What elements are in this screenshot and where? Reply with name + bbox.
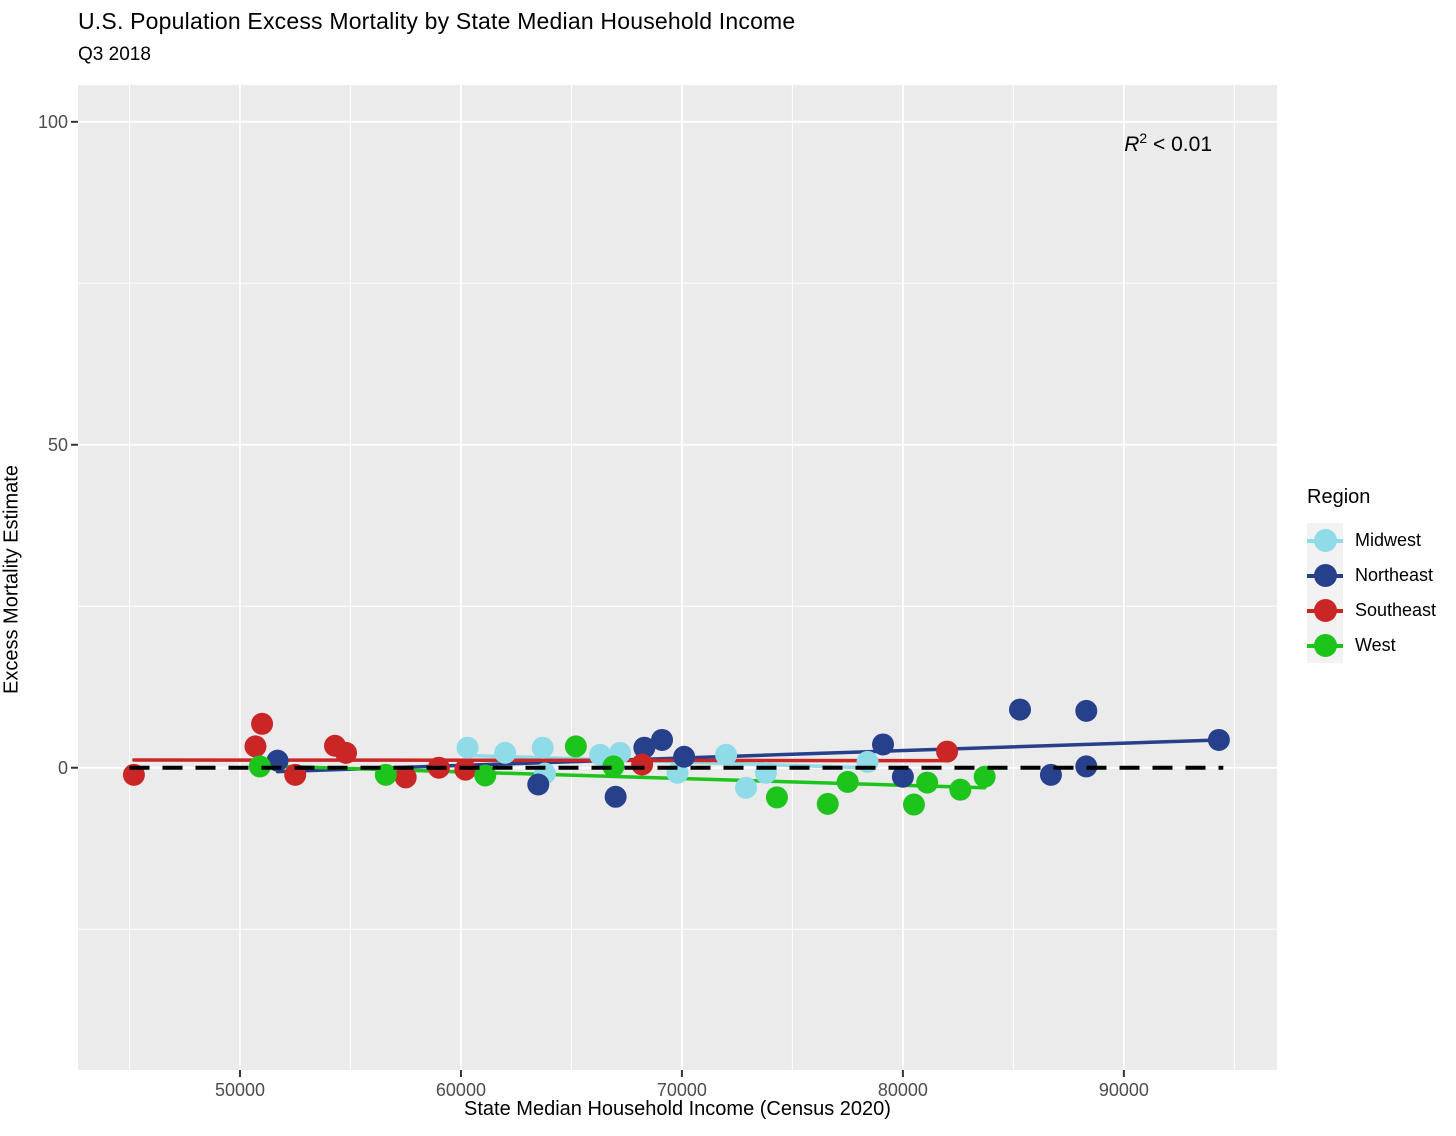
- data-point-northeast: [651, 728, 674, 751]
- data-point-northeast: [633, 736, 656, 759]
- data-point-west: [816, 792, 839, 815]
- data-point-northeast: [604, 785, 627, 808]
- legend-entries: Midwest Northeast Southeast West: [1307, 523, 1436, 663]
- data-points: [122, 698, 1230, 816]
- data-point-northeast: [527, 773, 550, 796]
- data-point-southeast: [936, 740, 959, 763]
- x-tick-label: 90000: [1098, 1080, 1149, 1100]
- data-point-west: [949, 778, 972, 801]
- data-point-west: [836, 770, 859, 793]
- legend: Region Midwest Northeast Southeast West: [1307, 486, 1436, 663]
- data-point-northeast: [872, 733, 895, 756]
- data-point-northeast: [891, 765, 914, 788]
- data-point-west: [248, 755, 271, 778]
- legend-key-dot: [1313, 529, 1337, 552]
- data-point-northeast: [1207, 728, 1230, 751]
- data-point-northeast: [1075, 699, 1098, 722]
- legend-key-icon: [1307, 523, 1343, 558]
- x-tick-label: 60000: [435, 1080, 486, 1100]
- legend-key-dot: [1313, 564, 1337, 587]
- x-tick-label: 70000: [656, 1080, 707, 1100]
- legend-key-dot: [1313, 599, 1337, 622]
- legend-key-icon: [1307, 593, 1343, 628]
- gridlines-minor: [78, 85, 1277, 1070]
- legend-entry-midwest: Midwest: [1307, 523, 1436, 558]
- data-point-midwest: [735, 776, 758, 799]
- legend-key-dot: [1313, 634, 1337, 657]
- legend-title: Region: [1307, 486, 1371, 508]
- x-tick-label: 80000: [877, 1080, 928, 1100]
- data-point-southeast: [394, 766, 417, 789]
- data-point-southeast: [244, 735, 267, 758]
- data-point-northeast: [673, 745, 696, 768]
- plot-panel: [78, 85, 1277, 1070]
- data-point-northeast: [1009, 698, 1032, 721]
- legend-entry-west: West: [1307, 628, 1436, 663]
- gridlines-major: [78, 85, 1277, 1070]
- data-point-southeast: [251, 712, 274, 735]
- r-squared-annotation: R2 < 0.01: [912, 130, 1212, 157]
- data-point-west: [474, 764, 497, 787]
- axis-tick-marks: [71, 120, 1125, 1077]
- legend-entry-southeast: Southeast: [1307, 593, 1436, 628]
- x-tick-label: 50000: [214, 1080, 265, 1100]
- r-squared-symbol: R: [1124, 133, 1140, 156]
- data-point-west: [765, 786, 788, 809]
- data-point-midwest: [531, 736, 554, 759]
- chart-subtitle: Q3 2018: [78, 44, 151, 65]
- y-tick-label: 50: [47, 434, 68, 455]
- data-point-southeast: [335, 741, 358, 764]
- legend-label: Southeast: [1355, 600, 1437, 620]
- legend-label: Midwest: [1355, 530, 1422, 550]
- legend-label: West: [1355, 635, 1396, 655]
- data-point-northeast: [1075, 755, 1098, 778]
- data-point-midwest: [494, 741, 517, 764]
- data-point-midwest: [754, 761, 777, 784]
- data-point-midwest: [456, 736, 479, 759]
- legend-entry-northeast: Northeast: [1307, 558, 1436, 593]
- data-point-west: [602, 755, 625, 778]
- data-point-southeast: [631, 753, 654, 776]
- data-point-west: [916, 771, 939, 794]
- y-axis-title: Excess Mortality Estimate: [0, 465, 23, 694]
- legend-key-icon: [1307, 558, 1343, 593]
- data-point-midwest: [715, 743, 738, 766]
- r-squared-value: < 0.01: [1147, 133, 1212, 156]
- chart-title: U.S. Population Excess Mortality by Stat…: [78, 8, 796, 34]
- y-tick-label: 100: [37, 111, 68, 132]
- r-squared-exponent: 2: [1139, 130, 1148, 146]
- x-axis-title: State Median Household Income (Census 20…: [464, 1098, 891, 1120]
- y-tick-label: 0: [57, 757, 68, 778]
- data-point-west: [973, 765, 996, 788]
- legend-label: Northeast: [1355, 565, 1434, 585]
- data-point-west: [902, 793, 925, 816]
- data-point-west: [564, 735, 587, 758]
- legend-key-icon: [1307, 628, 1343, 663]
